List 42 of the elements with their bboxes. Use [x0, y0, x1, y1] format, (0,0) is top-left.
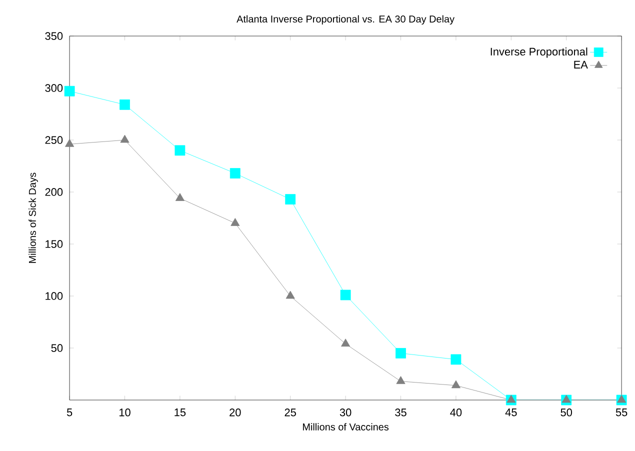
- point: [174, 145, 186, 156]
- legend-label: Inverse Proportional: [490, 47, 588, 58]
- point: [396, 376, 406, 384]
- y-tick-label: 50: [51, 344, 63, 352]
- point: [341, 338, 350, 347]
- y-axis-title: Millions of Sick Days: [28, 172, 38, 263]
- x-tick-label: 45: [505, 408, 517, 416]
- point: [120, 99, 130, 110]
- x-tick-label: 50: [560, 408, 572, 416]
- point: [65, 138, 74, 147]
- x-tick-label: 25: [284, 408, 296, 416]
- point: [340, 290, 351, 300]
- point: [120, 134, 130, 143]
- point: [451, 380, 460, 388]
- point: [562, 394, 571, 403]
- point: [617, 394, 626, 403]
- point: [285, 194, 296, 205]
- point: [230, 218, 240, 226]
- legend-label: EA: [574, 60, 588, 68]
- x-tick-label: 5: [66, 408, 72, 416]
- point: [450, 354, 462, 365]
- x-axis-title: Millions of Vaccines: [303, 423, 389, 430]
- point: [230, 168, 240, 179]
- point: [286, 290, 295, 299]
- x-tick-label: 30: [340, 408, 352, 416]
- y-tick-label: 300: [45, 84, 63, 92]
- point: [506, 394, 516, 403]
- x-tick-label: 40: [450, 408, 462, 416]
- y-tick-label: 200: [45, 188, 63, 196]
- x-tick-label: 35: [395, 408, 406, 416]
- x-tick-label: 10: [119, 408, 130, 416]
- point: [64, 86, 75, 96]
- x-tick-label: 15: [174, 408, 186, 416]
- x-tick-label: 20: [230, 408, 241, 416]
- y-tick-label: 350: [45, 32, 63, 40]
- chart-title: Atlanta Inverse Proportional vs. EA 30 Day Delay: [236, 15, 455, 25]
- y-tick-label: 100: [46, 292, 63, 300]
- point: [396, 348, 406, 358]
- x-tick-label: 55: [616, 408, 628, 416]
- point: [175, 193, 184, 201]
- y-tick-label: 150: [46, 240, 63, 248]
- y-tick-label: 250: [45, 136, 63, 144]
